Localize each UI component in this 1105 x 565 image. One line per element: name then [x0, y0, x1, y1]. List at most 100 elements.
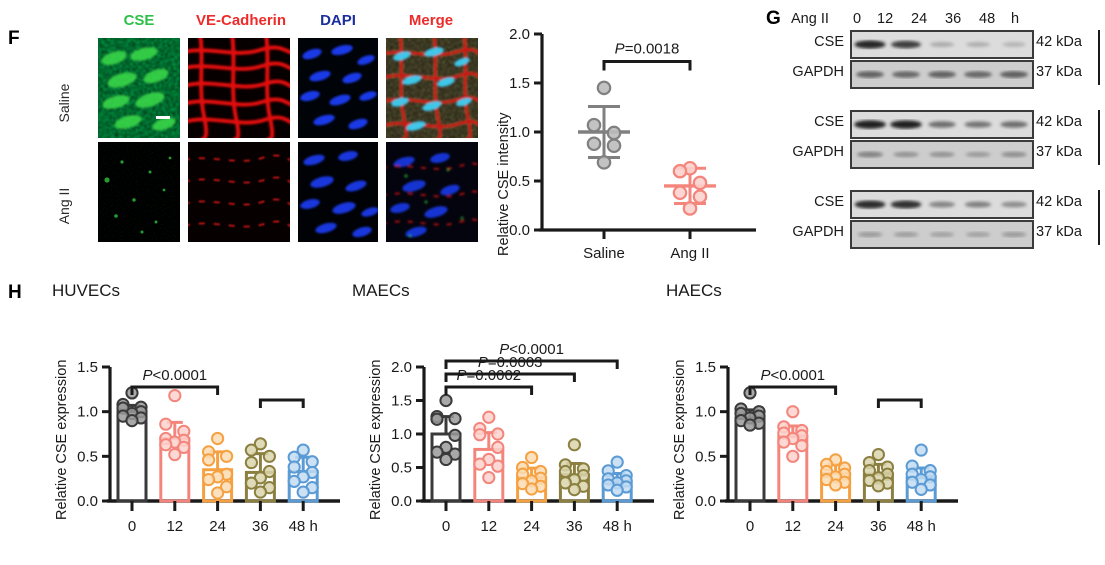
data-point: [482, 470, 496, 485]
data-point: [692, 175, 708, 191]
data-point: [596, 80, 612, 96]
data-point: [596, 155, 612, 170]
blot-band: [965, 231, 991, 238]
x-tick-label: 0: [442, 518, 450, 535]
y-tick-label: 0.0: [77, 493, 98, 510]
blot-band: [1001, 231, 1027, 238]
chart-title-haecs: HAECs: [666, 281, 722, 300]
y-tick-label: 1.0: [391, 426, 412, 443]
x-tick-label: 48 h: [289, 518, 318, 535]
data-point: [125, 414, 139, 428]
data-point: [567, 438, 581, 452]
blot-band: [964, 71, 992, 78]
x-tick-label: 12: [784, 518, 801, 535]
blot-bands: [856, 151, 1027, 158]
data-point: [682, 201, 698, 216]
data-point: [871, 479, 885, 493]
blot-lane-box: [850, 190, 1034, 219]
y-tick-label: 0.0: [695, 493, 716, 510]
blot-mw-label: 37 kDa: [1036, 144, 1082, 160]
blot-band: [893, 231, 919, 238]
blot-protein-label: GAPDH: [792, 64, 844, 80]
chart-title-maecs: MAECs: [352, 281, 410, 300]
micrograph-saline-ve-cadherin: [188, 38, 290, 138]
data-point: [305, 455, 319, 469]
data-point: [430, 412, 444, 426]
p-value-label: P=0.0002: [456, 367, 521, 384]
panel-letter-g: G: [766, 8, 781, 29]
x-tick-label: 24: [523, 518, 540, 535]
data-point: [220, 449, 234, 463]
blot-band: [854, 40, 886, 49]
blot-protein-label: CSE: [814, 114, 844, 130]
x-tick-label: 36: [252, 518, 269, 535]
blot-bands: [857, 231, 1027, 238]
micro-column-label-dapi: DAPI: [320, 12, 356, 29]
data-point: [786, 449, 800, 463]
y-tick-label: 0.5: [391, 460, 412, 477]
panel-h-chart-huvecs: 0.0 0.5 1.0 1.5 0 12 24 36 48 h P<0.0001: [62, 305, 362, 560]
panel-h-chart-haecs: 0.0 0.5 1.0 1.5 0 12 24 36 48 h P<0.0001: [680, 305, 980, 560]
blot-mw-label: 37 kDa: [1036, 224, 1082, 240]
data-point: [586, 117, 602, 133]
blot-band: [854, 200, 886, 209]
data-point: [692, 189, 708, 204]
blot-band: [929, 42, 955, 47]
scale-bar: [156, 116, 170, 119]
x-tick-label: 0: [128, 518, 136, 535]
data-point: [567, 483, 581, 497]
panel-f-plot-area: 0.0 0.5 1.0 1.5 2.0 Saline Ang II P=0.0018: [509, 26, 756, 262]
panel-letter-f: F: [8, 28, 20, 49]
significance-bracket: [130, 385, 220, 395]
data-point: [168, 388, 182, 403]
blot-lane-box: [850, 60, 1034, 89]
panel-g-timepoint-0: 0: [853, 11, 862, 27]
blot-band: [966, 42, 990, 47]
data-point: [287, 460, 301, 474]
blot-band: [1001, 151, 1027, 158]
y-tick-label: 0.0: [391, 493, 412, 510]
data-point: [296, 443, 310, 457]
micro-row-label-saline: Saline: [56, 83, 72, 123]
x-tick-label: 24: [827, 518, 844, 535]
data-point: [905, 475, 919, 489]
data-point: [202, 472, 216, 487]
p-value-label: P<0.0001: [760, 367, 825, 384]
blot-mw-label: 42 kDa: [1036, 194, 1082, 210]
significance-bracket: [444, 359, 619, 369]
x-tick-label: 36: [566, 518, 583, 535]
micro-column-label-merge: Merge: [408, 12, 454, 29]
data-point: [448, 428, 462, 442]
data-point: [253, 485, 267, 499]
blot-group-rule: [1098, 190, 1100, 245]
blot-band: [929, 151, 955, 158]
x-tick-label: 36: [870, 518, 887, 535]
blot-band: [1002, 42, 1026, 47]
data-point: [914, 443, 928, 457]
p-value-label: P<0.0001: [499, 341, 564, 358]
y-tick-label: 1.5: [391, 393, 412, 410]
micrograph-angii-merge: [386, 142, 478, 242]
data-point: [430, 445, 444, 459]
chart-title-huvecs: HUVECs: [52, 281, 121, 300]
data-point: [491, 427, 505, 441]
data-point: [829, 478, 843, 492]
panel-g-timepoint-48: 48: [979, 11, 996, 27]
data-point: [871, 447, 885, 462]
blot-lane-box: [850, 30, 1034, 59]
data-point: [672, 163, 688, 179]
y-tick-label: 1.0: [77, 404, 98, 421]
y-tick-label: 0.0: [509, 222, 530, 239]
data-point: [202, 453, 216, 467]
y-tick-label: 2.0: [391, 359, 412, 376]
panel-letter-h: H: [8, 282, 22, 303]
blot-protein-label: CSE: [814, 194, 844, 210]
blot-bands: [854, 40, 1026, 49]
micro-column-label-cse: CSE: [123, 12, 155, 29]
y-tick-label: 1.5: [509, 75, 530, 92]
data-point: [296, 485, 310, 499]
x-tick-label: Saline: [583, 245, 625, 262]
micrograph-angii-dapi: [298, 142, 378, 242]
significance-bracket: [444, 385, 534, 395]
